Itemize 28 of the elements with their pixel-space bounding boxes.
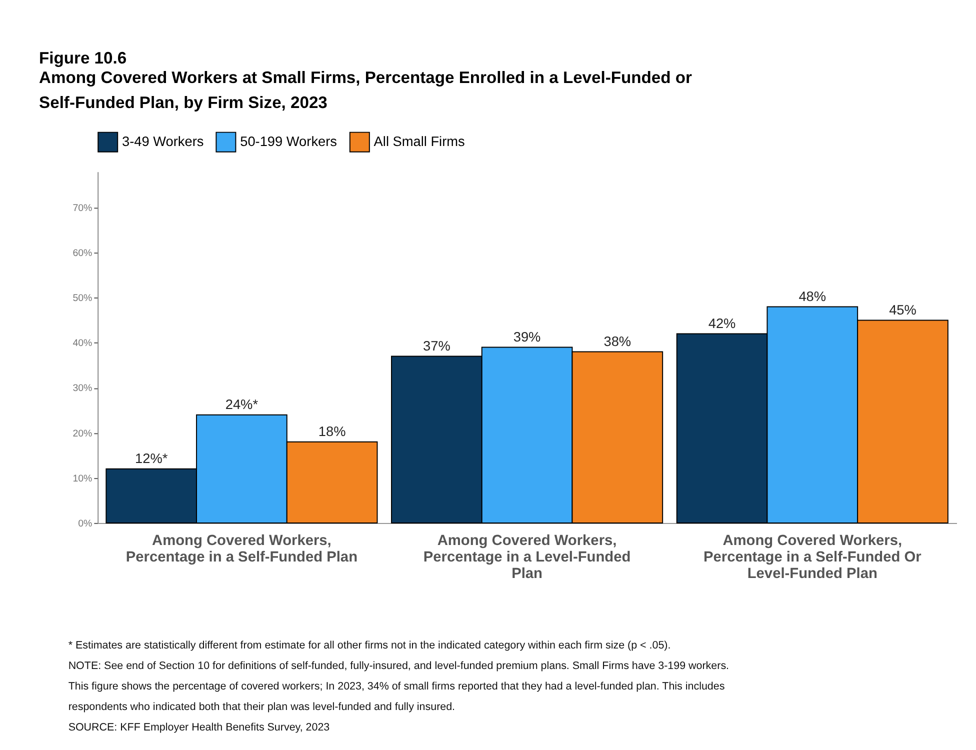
y-tick-label: 20% xyxy=(72,428,93,440)
data-label: 24%* xyxy=(225,396,259,412)
chart-title: Figure 10.6 xyxy=(39,48,127,68)
y-tick-label: 30% xyxy=(72,383,93,394)
y-tick-label: 50% xyxy=(72,293,93,304)
y-tick-label: 70% xyxy=(72,203,93,214)
y-tick-label: 40% xyxy=(72,338,93,350)
data-label: 48% xyxy=(798,288,826,304)
legend-label: 3-49 Workers xyxy=(122,134,204,149)
y-tick-label: 0% xyxy=(78,518,93,530)
x-tick-label: Among Covered Workers, Percentage in a Self-Funded Plan xyxy=(126,532,358,566)
x-tick-label: Among Covered Workers, Percentage in a Level-Funded Plan xyxy=(423,532,631,582)
data-label: 39% xyxy=(513,329,541,344)
legend-label: 50-199 Workers xyxy=(240,134,338,149)
data-label: 18% xyxy=(318,424,346,440)
legend-label: All Small Firms xyxy=(374,134,466,149)
data-label: 37% xyxy=(423,338,450,354)
text: * Estimates are statistically different from estimate for all other firms not in the indicated category within each firm size (p < .05). xyxy=(68,639,671,652)
x-tick-label: Among Covered Workers, Percentage in a Self-Funded Or Level-Funded Plan xyxy=(703,532,922,582)
data-label: 42% xyxy=(708,316,736,331)
y-tick-label: 10% xyxy=(72,473,93,484)
text: NOTE: See end of Section 10 for definitions of self-funded, fully-insured, and level-funded premium plans. Small Firms have 3-199 workers. This figure shows the percentage of covered workers; In 2023, 34% of small firms reported that they had a level-funded plan. This includes respondents who indicated both that their plan was level-funded and fully insured. xyxy=(68,660,730,713)
source-note: SOURCE: KFF Employer Health Benefits Survey, 2023 xyxy=(68,721,330,734)
data-label: 45% xyxy=(889,302,916,318)
chart-subtitle: Among Covered Workers at Small Firms, Percentage Enrolled in a Level-Funded or Self-Funded Plan, by Firm Size, 2023 xyxy=(39,68,692,112)
data-label: 12%* xyxy=(135,451,168,466)
data-label: 38% xyxy=(604,334,632,349)
y-tick-label: 60% xyxy=(72,248,93,260)
